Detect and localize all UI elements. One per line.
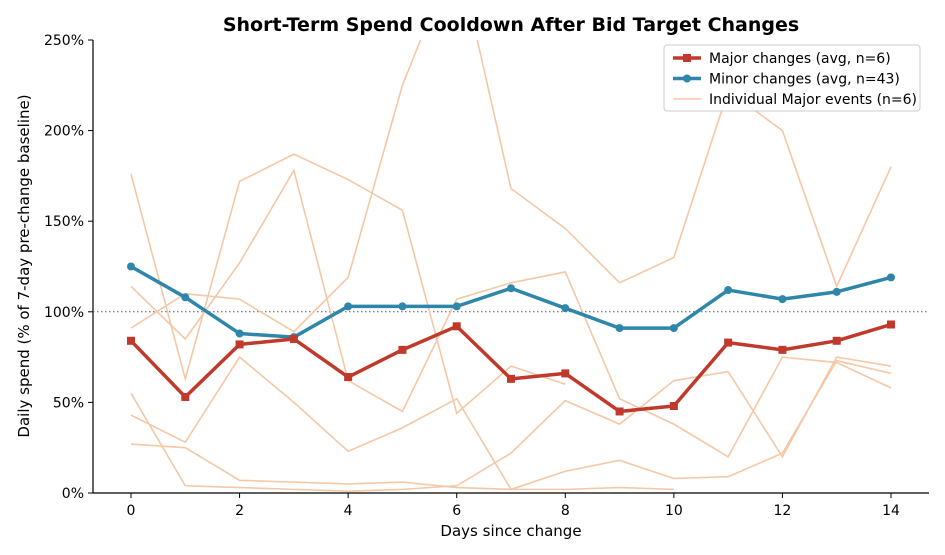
y-tick-label: 250% — [44, 33, 84, 49]
legend-marker-major — [683, 54, 691, 62]
individual-series-group — [130, 40, 892, 492]
major-point — [289, 334, 298, 343]
legend-label-individual: Individual Major events (n=6) — [709, 92, 917, 108]
minor-point — [452, 302, 461, 311]
major-point — [235, 340, 244, 349]
x-axis-label: Days since change — [440, 522, 581, 540]
major-point — [832, 336, 841, 345]
y-tick-label: 100% — [44, 305, 84, 321]
minor-point — [832, 287, 841, 296]
minor-point — [887, 273, 895, 282]
x-tick-label: 2 — [235, 503, 244, 519]
legend-label-major: Major changes (avg, n=6) — [709, 51, 891, 67]
minor-point — [344, 302, 353, 311]
major-point — [507, 374, 515, 383]
minor-point — [127, 262, 135, 271]
minor-point — [561, 304, 570, 313]
y-tick-label: 50% — [53, 395, 84, 411]
minor-point — [398, 302, 407, 311]
legend: Major changes (avg, n=6) Minor changes (a… — [663, 44, 921, 112]
x-tick-label: 10 — [665, 503, 683, 519]
legend-box — [663, 44, 921, 112]
y-tick-label: 200% — [44, 124, 84, 140]
major-point — [452, 322, 461, 331]
legend-label-minor: Minor changes (avg, n=43) — [709, 72, 900, 88]
axes — [92, 40, 929, 494]
individual-event-line — [130, 168, 892, 458]
ticks-group: 0 2 4 6 8 10 12 14 0% 50% 100% 150% 200% 250% — [44, 33, 900, 519]
major-point — [615, 407, 624, 416]
main-series-group — [127, 262, 895, 416]
major-point — [724, 338, 733, 347]
minor-point — [778, 295, 787, 304]
major-point — [669, 402, 678, 411]
major-point — [398, 345, 407, 354]
individual-event-line — [130, 443, 674, 491]
y-tick-label: 0% — [62, 486, 84, 502]
x-tick-label: 8 — [561, 503, 570, 519]
minor-point — [235, 329, 244, 338]
x-tick-label: 14 — [882, 503, 900, 519]
minor-point — [669, 324, 678, 333]
major-point — [887, 320, 895, 329]
major-point — [561, 369, 570, 378]
chart-title: Short-Term Spend Cooldown After Bid Targ… — [223, 14, 799, 36]
minor-point — [507, 284, 515, 293]
major-point — [344, 373, 353, 382]
individual-event-line — [130, 40, 892, 333]
y-axis-label: Daily spend (% of 7-day pre-change basel… — [15, 94, 33, 437]
x-tick-label: 6 — [452, 503, 461, 519]
x-tick-label: 12 — [774, 503, 792, 519]
individual-event-line — [130, 356, 892, 492]
x-tick-label: 4 — [344, 503, 353, 519]
minor-point — [615, 324, 624, 333]
major-point — [181, 392, 190, 401]
major-point — [127, 336, 135, 345]
legend-marker-minor — [683, 74, 691, 83]
minor-point — [181, 293, 190, 302]
x-tick-label: 0 — [127, 503, 136, 519]
major-point — [778, 345, 787, 354]
y-tick-label: 150% — [44, 214, 84, 230]
minor-point — [724, 286, 733, 295]
